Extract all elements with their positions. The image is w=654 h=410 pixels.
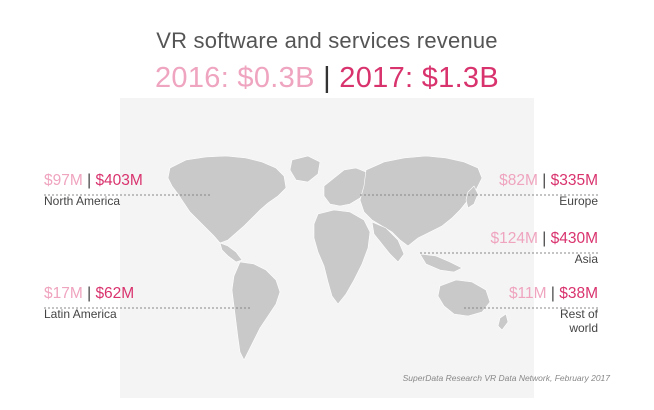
value-2016: $82M bbox=[499, 172, 538, 189]
value-2017: $430M bbox=[550, 230, 598, 247]
totals-separator: | bbox=[323, 62, 331, 94]
region-name: Asia bbox=[574, 252, 598, 266]
value-separator: | bbox=[550, 285, 555, 302]
value-2016: $124M bbox=[490, 230, 538, 247]
value-separator: | bbox=[87, 172, 92, 189]
value-separator: | bbox=[542, 230, 547, 247]
total-2017: 2017: $1.3B bbox=[339, 62, 499, 94]
region-name: North America bbox=[44, 194, 121, 208]
region-label-north-america: $97M | $403M North America bbox=[44, 172, 143, 208]
australia-landmass bbox=[437, 279, 491, 317]
asia-landmass bbox=[359, 155, 483, 247]
value-2017: $38M bbox=[559, 285, 598, 302]
central-america-landmass bbox=[219, 242, 243, 263]
region-label-asia: $124M | $430M Asia bbox=[491, 230, 598, 266]
south-america-landmass bbox=[231, 261, 281, 361]
region-name: Rest of world bbox=[559, 307, 598, 335]
value-2017: $335M bbox=[550, 172, 598, 189]
region-label-latin-america: $17M | $62M Latin America bbox=[44, 285, 134, 321]
north-america-landmass bbox=[167, 155, 287, 244]
value-2017: $62M bbox=[95, 285, 135, 302]
value-2016: $17M bbox=[44, 285, 83, 302]
source-note: SuperData Research VR Data Network, Febr… bbox=[402, 373, 610, 383]
region-name: Latin America bbox=[44, 307, 117, 321]
region-label-europe: $82M | $335M Europe bbox=[499, 172, 598, 208]
value-2016: $97M bbox=[44, 172, 83, 189]
chart-title: VR software and services revenue bbox=[156, 28, 498, 53]
new-zealand-landmass bbox=[497, 313, 509, 331]
southeast-asia-islands bbox=[419, 253, 463, 273]
total-2016: 2016: $0.3B bbox=[155, 62, 315, 94]
revenue-totals: 2016: $0.3B | 2017: $1.3B bbox=[0, 62, 654, 95]
arabia-india-landmass bbox=[371, 221, 405, 263]
value-2017: $403M bbox=[95, 172, 143, 189]
greenland-landmass bbox=[289, 155, 321, 183]
japan-landmass bbox=[465, 185, 479, 209]
africa-landmass bbox=[313, 209, 371, 305]
region-name: Europe bbox=[559, 194, 598, 208]
value-separator: | bbox=[87, 285, 92, 302]
region-label-rest-of-world: $11M | $38M Rest of world bbox=[509, 285, 598, 335]
value-2016: $11M bbox=[508, 285, 547, 302]
value-separator: | bbox=[542, 172, 547, 189]
